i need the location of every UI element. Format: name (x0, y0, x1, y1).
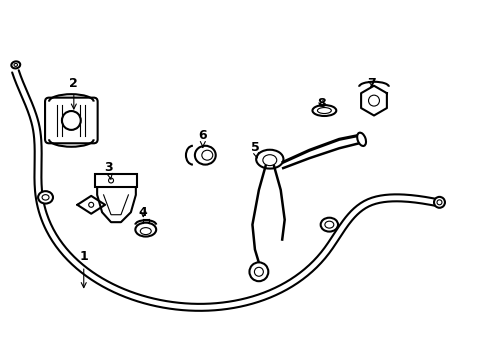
Ellipse shape (263, 155, 276, 166)
Ellipse shape (14, 63, 18, 66)
Ellipse shape (320, 218, 337, 231)
Ellipse shape (195, 146, 215, 165)
Text: 2: 2 (69, 77, 78, 109)
Ellipse shape (42, 195, 49, 200)
Ellipse shape (11, 62, 20, 68)
FancyBboxPatch shape (95, 174, 137, 188)
Ellipse shape (312, 105, 336, 116)
Ellipse shape (256, 150, 283, 168)
Ellipse shape (202, 150, 212, 160)
Ellipse shape (436, 200, 441, 205)
Text: 7: 7 (366, 77, 375, 90)
Ellipse shape (108, 178, 113, 183)
Text: 5: 5 (250, 141, 259, 158)
Ellipse shape (88, 202, 94, 207)
Ellipse shape (356, 132, 365, 146)
Text: 6: 6 (198, 129, 207, 148)
Polygon shape (360, 86, 386, 116)
Text: 8: 8 (317, 96, 325, 109)
Ellipse shape (254, 267, 263, 276)
Polygon shape (77, 196, 105, 214)
Text: 4: 4 (139, 206, 147, 219)
Ellipse shape (433, 197, 444, 208)
Ellipse shape (135, 223, 156, 237)
Ellipse shape (62, 111, 81, 130)
Text: 1: 1 (79, 251, 88, 288)
FancyBboxPatch shape (45, 98, 98, 143)
Text: 3: 3 (104, 161, 113, 180)
Ellipse shape (317, 108, 331, 113)
Ellipse shape (140, 228, 151, 235)
Ellipse shape (249, 262, 268, 281)
Ellipse shape (368, 95, 379, 106)
Ellipse shape (38, 191, 53, 203)
Ellipse shape (324, 221, 333, 228)
